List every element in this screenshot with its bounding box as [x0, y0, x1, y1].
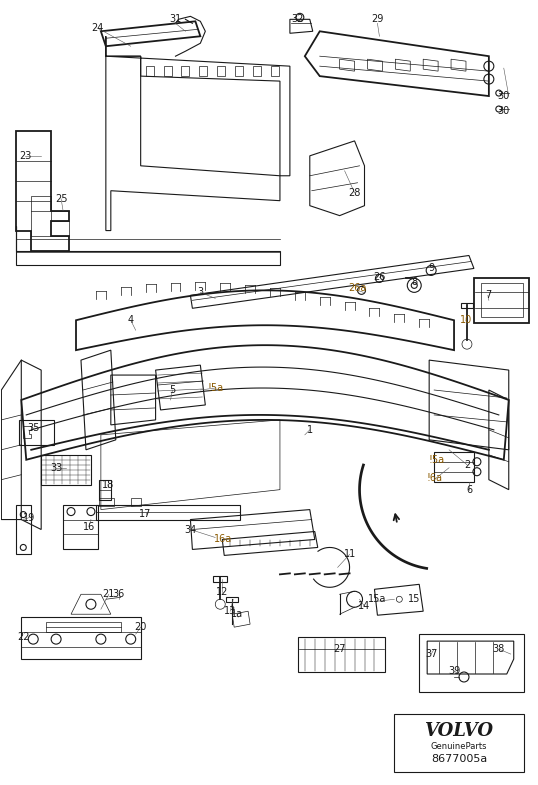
Bar [19, 420, 54, 445]
Bar [461, 303, 473, 309]
Text: 5: 5 [169, 385, 175, 395]
Bar [131, 498, 140, 506]
Bar [46, 623, 121, 632]
Text: 12: 12 [216, 587, 229, 597]
Text: 6: 6 [466, 484, 472, 495]
Text: 15a: 15a [368, 594, 387, 604]
Text: 16a: 16a [214, 535, 232, 545]
Text: !5a: !5a [207, 383, 223, 393]
Text: 9: 9 [428, 264, 434, 273]
Text: 1a: 1a [231, 609, 243, 619]
Text: 7: 7 [485, 290, 491, 301]
Text: 30: 30 [498, 91, 510, 101]
Text: 8: 8 [411, 277, 417, 287]
Bar [481, 283, 523, 317]
Text: 20: 20 [134, 623, 147, 632]
Text: 17: 17 [139, 509, 152, 519]
Text: GenuineParts: GenuineParts [431, 743, 487, 751]
Text: 26: 26 [373, 272, 386, 283]
Bar [213, 576, 227, 582]
Text: 37: 37 [425, 649, 437, 659]
Text: 22: 22 [17, 632, 30, 642]
Text: VOLVO: VOLVO [424, 721, 493, 739]
Text: 19: 19 [23, 513, 36, 523]
Bar [419, 634, 523, 692]
Text: 10: 10 [460, 316, 472, 325]
Text: 29: 29 [371, 14, 384, 24]
Text: 39: 39 [448, 666, 460, 676]
Text: 33: 33 [50, 462, 62, 473]
Text: 35: 35 [27, 423, 39, 433]
Bar [298, 637, 385, 672]
Bar [41, 455, 91, 484]
Text: 24: 24 [91, 24, 104, 33]
Text: 30: 30 [498, 106, 510, 116]
Text: 21: 21 [103, 590, 115, 599]
Text: 3: 3 [197, 287, 203, 298]
Bar [474, 279, 529, 323]
Bar [226, 597, 238, 602]
Text: 18: 18 [102, 480, 114, 490]
Text: 27: 27 [334, 644, 346, 654]
Bar [22, 617, 140, 659]
Text: !6a: !6a [426, 473, 442, 483]
Text: 8677005a: 8677005a [431, 754, 487, 764]
Text: 14: 14 [358, 601, 371, 612]
Text: 26a: 26a [348, 283, 367, 294]
Bar [63, 505, 98, 550]
Bar [394, 714, 523, 772]
Text: 2: 2 [464, 460, 470, 469]
Text: 1: 1 [307, 425, 313, 435]
Text: 23: 23 [19, 151, 31, 161]
Text: !5a: !5a [428, 455, 444, 465]
Text: 16: 16 [83, 521, 95, 531]
Bar [99, 480, 111, 499]
Text: 25: 25 [55, 194, 67, 203]
Text: 34: 34 [185, 524, 196, 535]
Text: 28: 28 [349, 188, 361, 198]
Bar [434, 452, 474, 482]
Bar [99, 498, 114, 506]
Text: 38: 38 [493, 644, 505, 654]
Text: 13: 13 [224, 606, 236, 616]
Text: 36: 36 [112, 590, 125, 599]
Text: 4: 4 [128, 316, 134, 325]
Text: 31: 31 [169, 14, 182, 24]
Text: 32: 32 [292, 14, 304, 24]
Text: 11: 11 [343, 550, 356, 560]
Text: 15: 15 [408, 594, 420, 604]
